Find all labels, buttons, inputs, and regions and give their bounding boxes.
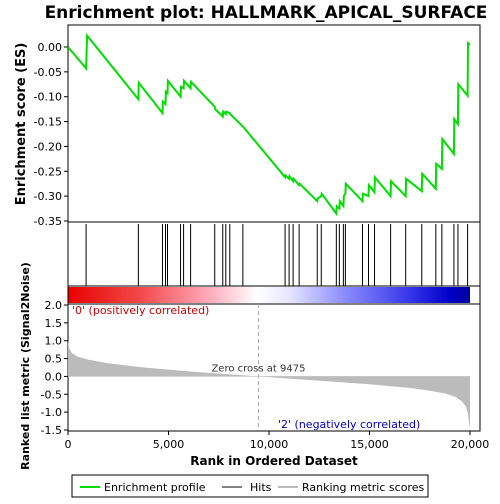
es-y-tick-label: -0.30 — [34, 190, 62, 203]
hits-panel-frame — [67, 221, 481, 287]
legend-enrichment-label: Enrichment profile — [104, 481, 206, 494]
metric-y-tick-label: 2.0 — [45, 299, 63, 312]
es-y-tick-label: -0.35 — [34, 215, 62, 228]
negative-correlated-label: '2' (negatively correlated) — [278, 418, 420, 431]
es-y-tick-label: -0.20 — [34, 140, 62, 153]
ranking-metric-area — [68, 340, 470, 429]
hits-marks — [85, 224, 469, 286]
es-panel-frame — [67, 24, 481, 223]
metric-y-tick-label: -0.5 — [41, 388, 62, 401]
x-axis-label: Rank in Ordered Dataset — [190, 454, 358, 468]
es-y-tick-label: -0.05 — [34, 66, 62, 79]
x-tick-label: 5,000 — [153, 438, 185, 451]
legend-ranking-label: Ranking metric scores — [302, 481, 424, 494]
metric-y-tick-label: 0.5 — [45, 353, 63, 366]
x-tick-label: 15,000 — [350, 438, 389, 451]
legend-hits-label: Hits — [250, 481, 272, 494]
es-y-tick-label: -0.15 — [34, 116, 62, 129]
enrichment-profile-line — [67, 32, 471, 217]
metric-y-axis-label: Ranked list metric (Signal2Noise) — [19, 262, 32, 470]
es-y-tick-label: 0.00 — [38, 41, 63, 54]
rank-colorbar — [68, 287, 470, 303]
metric-y-tick-label: 1.0 — [45, 335, 63, 348]
metric-y-tick-label: 0.0 — [45, 370, 63, 383]
x-tick-label: 10,000 — [250, 438, 289, 451]
es-y-ticks: 0.00 -0.05 -0.10 -0.15 -0.20 -0.25 -0.30 -0.35 — [34, 41, 68, 228]
es-y-tick-label: -0.25 — [34, 165, 62, 178]
positive-correlated-label: '0' (positively correlated) — [72, 304, 209, 317]
chart-title: Enrichment plot: HALLMARK_APICAL_SURFACE — [45, 3, 488, 23]
zero-cross-label: Zero cross at 9475 — [211, 363, 305, 374]
x-tick-label: 0 — [65, 438, 72, 451]
metric-y-tick-label: 1.5 — [45, 317, 63, 330]
x-ticks: 0 5,000 10,000 15,000 20,000 — [65, 431, 490, 451]
es-y-axis-label: Enrichment score (ES) — [14, 43, 29, 206]
metric-y-tick-label: -1.0 — [41, 406, 62, 419]
x-tick-label: 20,000 — [451, 438, 490, 451]
es-y-tick-label: -0.10 — [34, 91, 62, 104]
legend-box — [71, 474, 429, 498]
metric-y-tick-label: -1.5 — [41, 424, 62, 437]
metric-y-ticks: 2.0 1.5 1.0 0.5 0.0 -0.5 -1.0 -1.5 — [41, 299, 68, 437]
